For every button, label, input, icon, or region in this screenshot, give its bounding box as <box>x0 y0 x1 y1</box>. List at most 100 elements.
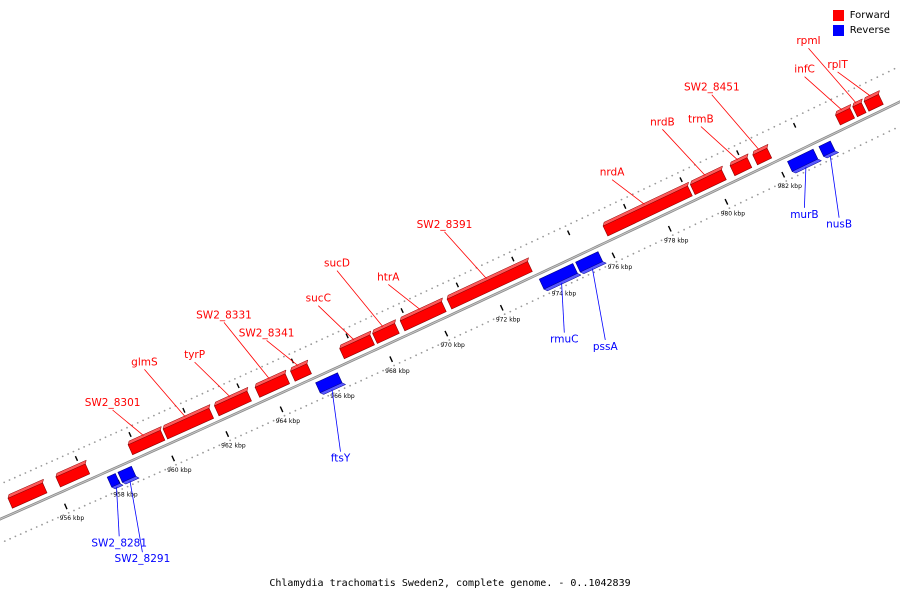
grid-dot <box>67 512 70 514</box>
gene-arrow[interactable] <box>372 319 400 344</box>
grid-dot <box>610 263 612 266</box>
grid-dot <box>321 397 324 400</box>
grid-dot <box>409 297 411 300</box>
grid-dot <box>142 419 145 422</box>
gene-arrow[interactable] <box>690 165 727 196</box>
scale-tick-label: 960 kbp <box>167 467 192 474</box>
grid-dot <box>756 134 759 136</box>
gene-arrow[interactable] <box>835 103 856 126</box>
grid-dot <box>431 346 434 349</box>
gene-label-leader <box>129 481 143 553</box>
gene-label-leader <box>388 284 421 310</box>
grid-dot <box>864 81 867 84</box>
gene-label[interactable]: SW2_8331 <box>196 309 252 321</box>
grid-dot <box>598 268 601 271</box>
gene-label-leader <box>266 340 299 366</box>
gene-bevel <box>823 150 840 159</box>
grid-dot <box>836 155 839 158</box>
grid-dot <box>722 210 725 212</box>
gene-arrow[interactable] <box>117 465 140 485</box>
gene-label-leader <box>116 487 120 537</box>
grid-dot <box>542 295 545 297</box>
gene-label[interactable]: rplT <box>827 59 848 71</box>
grid-dot <box>660 239 663 242</box>
gene-label[interactable]: nrdA <box>600 167 625 179</box>
gene-label[interactable]: rpmI <box>796 35 820 47</box>
gene-arrow[interactable] <box>602 181 693 237</box>
gene-label[interactable]: trmB <box>688 114 714 126</box>
grid-dot <box>808 169 810 171</box>
grid-dot <box>727 147 730 150</box>
grid-dot <box>266 363 269 365</box>
grid-dot <box>570 281 573 284</box>
gene-arrow[interactable] <box>575 251 607 275</box>
gene-arrow[interactable] <box>818 140 840 159</box>
grid-dot <box>137 480 140 483</box>
gene-arrow[interactable] <box>446 257 533 310</box>
gene-label[interactable]: pssA <box>593 341 619 353</box>
scale-tick-minor <box>455 282 460 288</box>
grid-dot <box>41 523 43 526</box>
gene-label[interactable]: SW2_8281 <box>91 537 147 549</box>
gene-label[interactable]: SW2_8451 <box>684 82 740 94</box>
gene-arrow[interactable] <box>55 459 91 488</box>
grid-dot <box>893 67 896 70</box>
grid-dot <box>370 315 373 318</box>
gene-arrow[interactable] <box>290 359 312 382</box>
scale-tick-minor <box>236 383 240 389</box>
grid-dot <box>67 453 69 455</box>
grid-dot <box>371 374 373 377</box>
gene-arrow[interactable] <box>729 153 753 177</box>
grid-dot <box>51 519 54 521</box>
gene-arrow[interactable] <box>162 404 214 440</box>
reverse-swatch <box>832 25 844 36</box>
gene-bevel <box>602 181 689 227</box>
grid-dot <box>304 345 307 348</box>
gene-label[interactable]: htrA <box>377 271 400 283</box>
gene-arrow[interactable] <box>214 386 252 417</box>
grid-dot <box>870 79 873 81</box>
gene-arrow[interactable] <box>399 297 447 332</box>
gene-arrow[interactable] <box>106 473 124 490</box>
grid-dot <box>126 485 129 488</box>
grid-dot <box>575 219 578 222</box>
gene-arrow[interactable] <box>254 369 290 398</box>
grid-dot <box>836 95 838 98</box>
legend-forward-label: Forward <box>849 10 890 21</box>
gene-label[interactable]: SW2_8391 <box>417 219 473 231</box>
gene-arrow[interactable] <box>863 90 884 112</box>
gene-label[interactable]: glmS <box>131 356 158 368</box>
gene-label[interactable]: sucD <box>324 258 350 270</box>
gene-arrow[interactable] <box>127 426 166 456</box>
grid-dot <box>621 258 623 260</box>
gene-arrow[interactable] <box>538 263 582 292</box>
grid-dot <box>790 117 793 120</box>
gene-bevel <box>319 382 347 395</box>
grid-dot <box>185 400 188 402</box>
gene-label[interactable]: nrdB <box>650 116 675 128</box>
gene-labels: SW2_8281 SW2_8291 SW2_8301 glmS tyrP SW2_8331… <box>85 35 871 565</box>
gene-arrow[interactable] <box>787 148 823 174</box>
gene-arrow[interactable] <box>7 478 48 509</box>
gene-arrow[interactable] <box>852 98 867 118</box>
gene-label[interactable]: sucC <box>306 293 331 305</box>
gene-label[interactable]: infC <box>794 64 815 76</box>
grid-dot <box>169 466 172 469</box>
scale-tick-label: 968 kbp <box>385 368 410 375</box>
grid-dot <box>267 422 269 425</box>
gene-label[interactable]: murB <box>790 209 818 221</box>
grid-dot <box>587 214 589 217</box>
gene-label[interactable]: SW2_8291 <box>115 553 171 565</box>
gene-arrow[interactable] <box>752 143 773 166</box>
grid-dot <box>774 185 776 188</box>
gene-label[interactable]: tyrP <box>184 349 205 361</box>
grid-dot <box>519 246 522 248</box>
gene-label[interactable]: nusB <box>826 219 852 231</box>
grid-dot <box>218 444 221 447</box>
gene-arrow[interactable] <box>315 372 347 395</box>
gene-label[interactable]: SW2_8301 <box>85 397 141 409</box>
gene-label[interactable]: SW2_8341 <box>239 327 295 339</box>
gene-label[interactable]: rmuC <box>550 334 578 346</box>
gene-arrow[interactable] <box>339 330 375 360</box>
gene-label[interactable]: ftsY <box>331 453 351 465</box>
